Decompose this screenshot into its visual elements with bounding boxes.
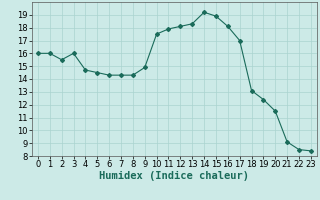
X-axis label: Humidex (Indice chaleur): Humidex (Indice chaleur) xyxy=(100,171,249,181)
